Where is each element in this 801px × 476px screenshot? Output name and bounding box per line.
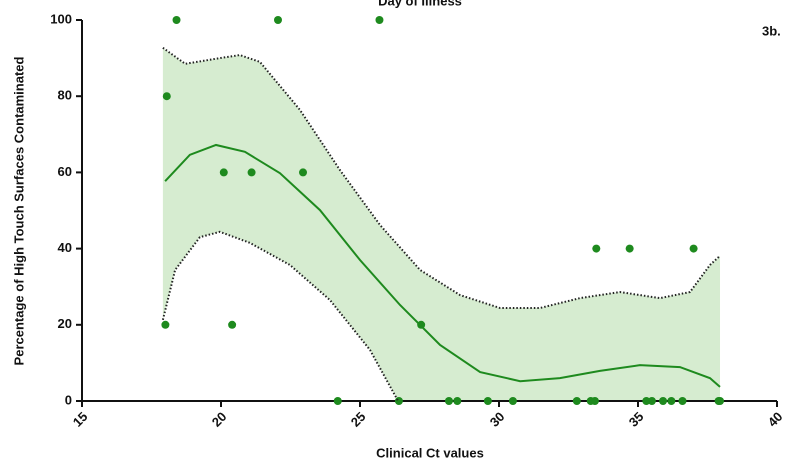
data-point [678, 397, 687, 405]
y-tick-label: 80 [58, 88, 72, 103]
data-point [642, 397, 651, 405]
data-point [659, 397, 668, 405]
data-point [333, 397, 342, 405]
data-point [483, 397, 492, 405]
data-point [647, 397, 656, 405]
data-point [161, 320, 170, 329]
data-point [162, 92, 171, 101]
annotation: 3b. [762, 23, 781, 38]
data-point [273, 16, 282, 24]
x-tick-label: 20 [209, 409, 230, 430]
data-point [228, 320, 237, 329]
y-tick-label: 100 [50, 11, 72, 26]
y-tick-label: 40 [58, 240, 72, 255]
data-point [508, 397, 517, 405]
x-axis-label: Clinical Ct values [376, 445, 484, 460]
y-axis-label: Percentage of High Touch Surfaces Contam… [11, 56, 26, 365]
x-tick-label: 35 [626, 409, 647, 430]
y-tick-label: 20 [58, 316, 72, 331]
chart-title: Day of Illness [378, 0, 462, 8]
y-tick-label: 60 [58, 164, 72, 179]
data-point [247, 168, 256, 177]
data-point [592, 244, 601, 253]
x-tick-label: 30 [487, 409, 508, 430]
confidence-band [162, 47, 721, 402]
data-point [172, 16, 181, 24]
data-point [572, 397, 581, 405]
data-point [444, 397, 453, 405]
fit-line [164, 143, 721, 388]
x-tick-label: 40 [765, 409, 786, 430]
data-point [625, 244, 634, 253]
data-point [716, 397, 725, 405]
confidence-bound [162, 47, 721, 310]
data-point [667, 397, 676, 405]
data-point [453, 397, 462, 405]
data-point [219, 168, 228, 177]
data-point [375, 16, 384, 24]
data-point [394, 397, 403, 405]
y-tick-label: 0 [65, 392, 72, 407]
data-point [689, 244, 698, 253]
x-tick-label: 15 [70, 409, 91, 430]
data-point [590, 397, 599, 405]
data-point [299, 168, 308, 177]
x-tick-label: 25 [348, 409, 369, 430]
